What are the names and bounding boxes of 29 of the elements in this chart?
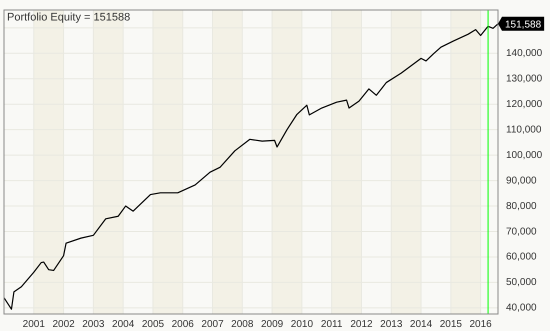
x-tick-label: 2006 (172, 318, 194, 330)
x-tick-label: 2014 (410, 318, 433, 330)
y-tick-label: 60,000 (506, 252, 538, 263)
x-tick-label: 2007 (201, 318, 224, 330)
y-tick-label: 40,000 (506, 302, 538, 314)
x-tick-label: 2011 (320, 318, 343, 330)
x-tick-label: 2002 (52, 318, 76, 330)
x-tick-label: 2015 (440, 318, 462, 330)
chart-title: Portfolio Equity = 151588 (7, 12, 130, 24)
x-tick-label: 2004 (112, 318, 135, 330)
x-tick-label: 2003 (82, 318, 105, 330)
y-tick-label: 80,000 (506, 200, 538, 212)
x-tick-label: 2013 (380, 318, 403, 330)
y-tick-label: 130,000 (506, 73, 543, 84)
y-tick-label: 100,000 (506, 150, 543, 161)
x-tick-label: 2010 (290, 318, 314, 330)
y-tick-label: 90,000 (506, 175, 538, 186)
y-tick-label: 120,000 (506, 98, 543, 110)
x-tick-label: 2009 (260, 318, 284, 330)
x-tick-label: 2008 (231, 318, 254, 330)
annotation: 151,588 (505, 20, 542, 31)
x-tick-label: 2016 (470, 318, 492, 330)
x-tick-label: 2001 (22, 318, 46, 330)
x-tick-label: 2012 (350, 318, 374, 330)
y-tick-label: 140,000 (506, 48, 543, 60)
y-tick-label: 70,000 (506, 226, 538, 238)
y-tick-label: 50,000 (506, 277, 538, 288)
x-tick-label: 2005 (142, 318, 165, 330)
y-tick-label: 110,000 (506, 124, 542, 136)
